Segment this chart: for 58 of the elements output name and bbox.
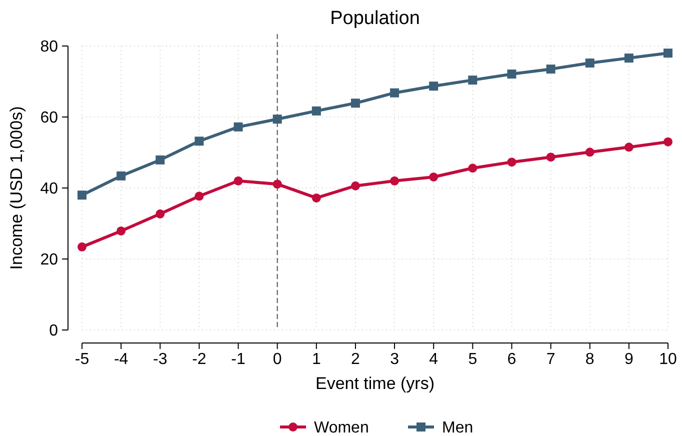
x-tick-label: -3	[153, 351, 168, 368]
point	[664, 48, 672, 58]
x-tick-label: 2	[351, 351, 360, 368]
point	[390, 88, 400, 98]
point	[429, 82, 438, 91]
x-tick-label: 3	[390, 351, 400, 368]
y-tick-label: 40	[40, 180, 58, 198]
point	[585, 58, 594, 68]
x-tick-label: -1	[231, 351, 246, 368]
point	[468, 76, 478, 85]
point	[194, 192, 204, 201]
x-tick-label: 4	[429, 351, 438, 368]
point	[350, 181, 360, 190]
x-tick-label: 1	[312, 351, 321, 368]
x-tick-label: 9	[624, 351, 634, 368]
point	[312, 193, 321, 202]
point	[272, 180, 282, 189]
y-tick-label: 0	[49, 322, 58, 340]
point	[194, 136, 204, 146]
point	[429, 172, 438, 182]
point	[234, 176, 243, 186]
x-tick-label: 6	[507, 351, 516, 368]
point	[468, 164, 478, 173]
x-tick-label: 8	[585, 351, 594, 368]
point	[272, 114, 282, 124]
x-tick-label: -5	[74, 351, 90, 368]
legend-label: Men	[442, 420, 474, 436]
point	[156, 155, 165, 164]
point	[78, 190, 86, 200]
point	[350, 98, 360, 108]
point	[624, 142, 634, 152]
point	[156, 209, 165, 218]
point	[664, 137, 672, 146]
y-axis-title: Income (USD 1,000s)	[7, 106, 26, 270]
point	[116, 226, 126, 236]
point	[390, 176, 400, 186]
x-tick-label: 5	[468, 351, 478, 368]
y-tick-label: 60	[40, 110, 58, 127]
point	[585, 148, 594, 157]
point	[507, 158, 516, 167]
x-tick-label: -2	[192, 351, 206, 368]
chart-title: Population	[330, 8, 420, 29]
point	[234, 122, 243, 132]
point	[546, 152, 556, 162]
point	[116, 171, 126, 180]
y-tick-label: 20	[40, 252, 58, 269]
x-tick-label: 7	[546, 351, 556, 368]
x-tick-label: 10	[659, 351, 677, 368]
point	[546, 64, 556, 74]
point	[624, 54, 634, 63]
point	[78, 242, 86, 252]
legend-label: Women	[314, 420, 369, 436]
x-axis-title: Event time (yrs)	[315, 374, 435, 393]
y-tick-label: 80	[40, 38, 58, 56]
point	[507, 70, 516, 79]
x-tick-label: 0	[272, 351, 282, 368]
point	[312, 106, 321, 116]
x-tick-label: -4	[114, 351, 128, 368]
